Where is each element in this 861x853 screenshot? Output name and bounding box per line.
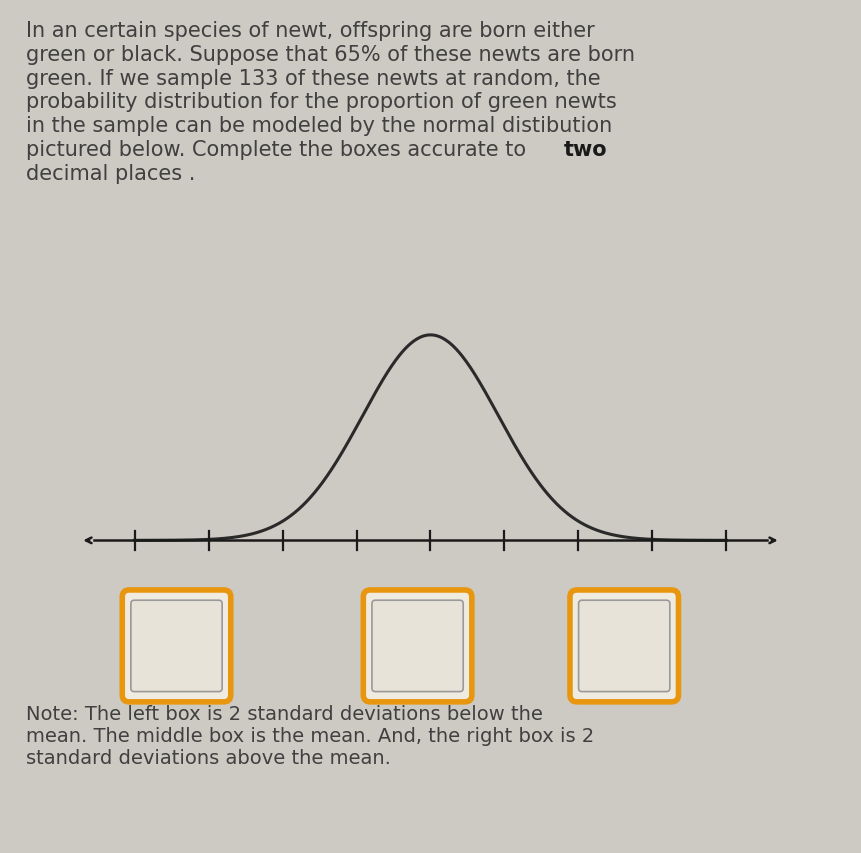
Text: two: two <box>564 140 608 160</box>
Text: In an certain species of newt, offspring are born either: In an certain species of newt, offspring… <box>26 21 595 41</box>
Text: green. If we sample 133 of these newts at random, the: green. If we sample 133 of these newts a… <box>26 69 600 89</box>
Text: Note: The left box is 2 standard deviations below the: Note: The left box is 2 standard deviati… <box>26 704 542 722</box>
Text: in the sample can be modeled by the normal distibution: in the sample can be modeled by the norm… <box>26 116 612 136</box>
Text: decimal places .: decimal places . <box>26 164 195 183</box>
Text: mean. The middle box is the mean. And, the right box is 2: mean. The middle box is the mean. And, t… <box>26 726 594 745</box>
Text: green or black. Suppose that 65% of these newts are born: green or black. Suppose that 65% of thes… <box>26 45 635 65</box>
Text: pictured below. Complete the boxes accurate to: pictured below. Complete the boxes accur… <box>26 140 533 160</box>
Text: standard deviations above the mean.: standard deviations above the mean. <box>26 748 391 767</box>
Text: probability distribution for the proportion of green newts: probability distribution for the proport… <box>26 92 616 113</box>
